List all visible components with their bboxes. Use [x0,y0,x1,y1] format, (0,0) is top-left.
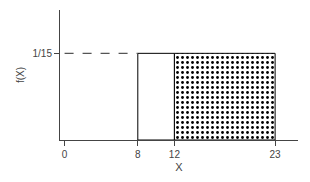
svg-text:1/15: 1/15 [33,48,53,59]
svg-text:0: 0 [62,149,68,160]
svg-text:12: 12 [169,149,181,160]
svg-text:8: 8 [135,149,141,160]
svg-text:X: X [175,161,183,173]
svg-text:f(X): f(X) [15,67,26,83]
svg-text:23: 23 [270,149,282,160]
